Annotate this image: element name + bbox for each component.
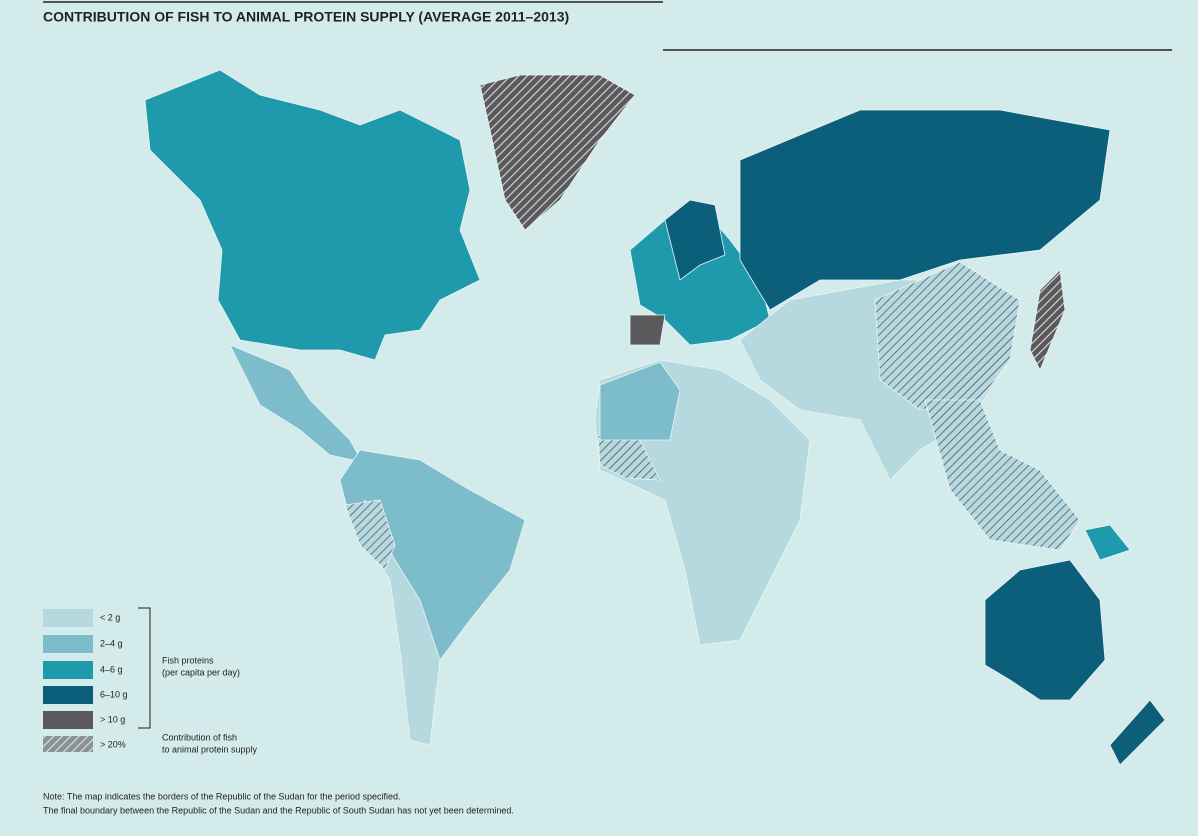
legend-swatch [43,635,93,653]
legend-group: Fish proteins [162,655,214,665]
title: CONTRIBUTION OF FISH TO ANIMAL PROTEIN S… [43,9,569,25]
greenland [479,74,636,231]
legend-label: > 20% [100,739,126,749]
spain [629,314,666,346]
papua [1084,524,1131,561]
legend-group: Contribution of fish [162,732,237,742]
legend: < 2 g 2–4 g 4–6 g 6–10 g > 10 g > 20% Fi… [43,607,258,754]
japan [1029,269,1066,371]
legend-label: 6–10 g [100,689,128,699]
australia [984,559,1106,701]
note: The final boundary between the Republic … [43,805,514,815]
scandinavia [664,199,726,281]
new-zealand [1109,699,1166,766]
russia [739,109,1111,311]
north-africa [599,361,681,441]
southeast-asia [924,399,1081,551]
legend-label: < 2 g [100,612,120,622]
legend-label: 2–4 g [100,638,123,648]
legend-group: (per capita per day) [162,667,240,677]
legend-bracket [138,607,151,729]
legend-label: 4–6 g [100,664,123,674]
china [874,261,1021,411]
legend-group: to animal protein supply [162,744,258,754]
legend-swatch [43,686,93,704]
legend-swatch [43,661,93,679]
north-america [144,69,481,361]
note: Note: The map indicates the borders of t… [43,791,401,801]
peru [344,499,396,571]
legend-swatch [43,711,93,729]
legend-swatch [43,609,93,627]
legend-swatch [43,736,93,752]
land [144,69,1166,766]
legend-label: > 10 g [100,714,125,724]
